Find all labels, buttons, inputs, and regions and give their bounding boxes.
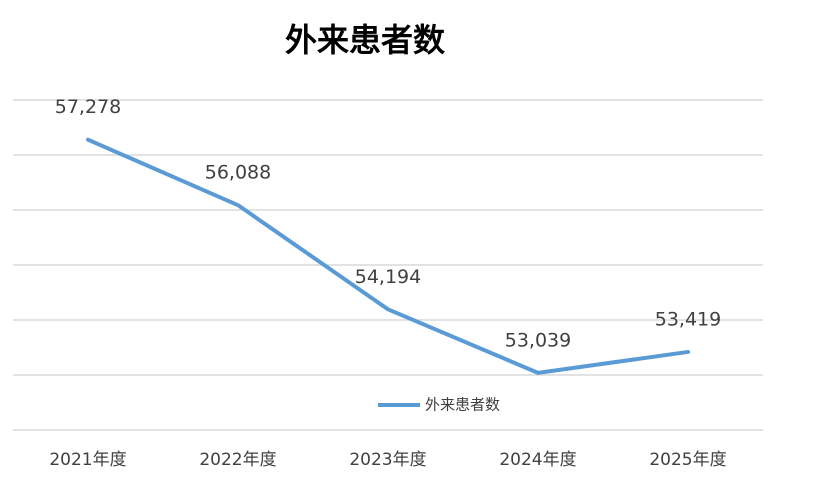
data-label: 56,088 xyxy=(205,162,271,184)
x-tick-label: 2024年度 xyxy=(499,450,576,470)
data-label: 57,278 xyxy=(55,96,121,118)
line xyxy=(86,137,690,375)
x-tick-label: 2022年度 xyxy=(199,450,276,470)
x-tick-label: 2023年度 xyxy=(349,450,426,470)
x-tick-label: 2025年度 xyxy=(649,450,726,470)
data-label: 53,039 xyxy=(505,329,571,351)
chart-title: 外来患者数 xyxy=(285,21,446,59)
legend-label: 外来患者数 xyxy=(425,396,500,414)
x-tick-label: 2021年度 xyxy=(49,450,126,470)
data-label: 53,419 xyxy=(655,308,721,330)
data-label: 54,194 xyxy=(355,266,421,288)
